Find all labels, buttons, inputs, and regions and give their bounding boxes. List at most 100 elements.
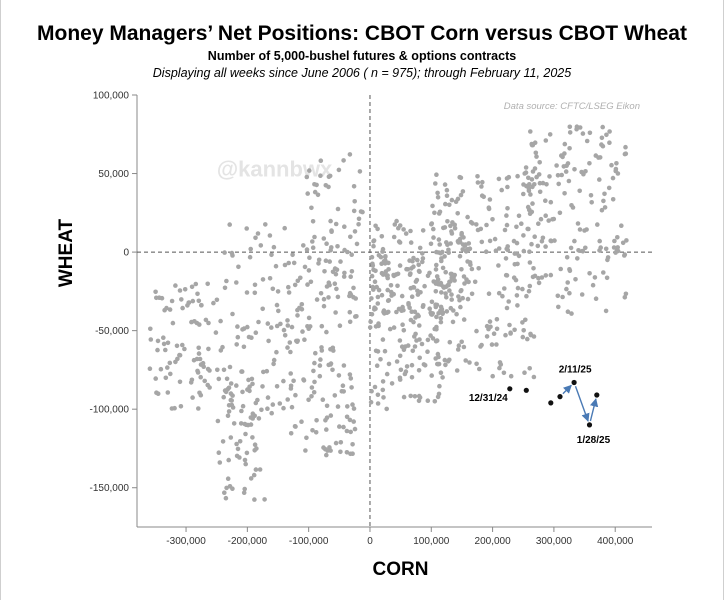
- scatter-point: [525, 336, 530, 342]
- scatter-point: [224, 485, 229, 491]
- scatter-point: [352, 229, 358, 234]
- scatter-point: [246, 334, 252, 340]
- scatter-point: [569, 311, 574, 316]
- scatter-point: [312, 234, 317, 240]
- scatter-point: [526, 288, 532, 294]
- scatter-point: [420, 251, 425, 256]
- scatter-point: [603, 246, 609, 252]
- scatter-point: [286, 284, 291, 290]
- scatter-point: [265, 395, 271, 400]
- scatter-point: [444, 193, 450, 198]
- scatter-point: [313, 430, 319, 435]
- scatter-point: [396, 239, 402, 244]
- scatter-point: [584, 227, 589, 232]
- scatter-point: [338, 449, 343, 455]
- scatter-point: [372, 279, 378, 285]
- scatter-point: [472, 279, 478, 285]
- scatter-point: [441, 225, 446, 231]
- scatter-point: [556, 181, 561, 187]
- scatter-point: [333, 271, 339, 277]
- scatter-point: [327, 173, 333, 179]
- scatter-point: [572, 167, 577, 172]
- scatter-point: [265, 321, 271, 326]
- scatter-point: [170, 320, 176, 326]
- scatter-point: [312, 360, 317, 366]
- scatter-point: [227, 222, 232, 227]
- scatter-point: [563, 169, 569, 174]
- scatter-point: [173, 359, 178, 365]
- scatter-point: [386, 309, 391, 315]
- scatter-point: [456, 343, 462, 348]
- scatter-point: [606, 185, 612, 191]
- scatter-point: [253, 235, 258, 241]
- scatter-point: [324, 329, 329, 335]
- scatter-point: [505, 244, 511, 249]
- scatter-point: [469, 266, 475, 272]
- scatter-point: [433, 267, 439, 272]
- scatter-point: [252, 442, 258, 448]
- scatter-point: [487, 197, 493, 202]
- scatter-point: [514, 224, 519, 230]
- scatter-point: [306, 397, 311, 403]
- scatter-point: [611, 245, 617, 250]
- scatter-point: [490, 373, 496, 379]
- scatter-point: [332, 281, 338, 287]
- scatter-point: [537, 160, 542, 165]
- x-tick-label: 400,000: [597, 536, 634, 547]
- scatter-point: [527, 283, 533, 289]
- scatter-point: [432, 210, 437, 216]
- scatter-point: [412, 334, 417, 339]
- scatter-point: [301, 378, 307, 383]
- scatter-point: [351, 184, 357, 189]
- scatter-point: [299, 302, 305, 307]
- scatter-point: [460, 189, 466, 194]
- scatter-point: [567, 290, 572, 296]
- scatter-point: [348, 234, 353, 240]
- scatter-point: [309, 394, 314, 399]
- scatter-point: [445, 282, 451, 288]
- scatter-point: [413, 279, 419, 284]
- scatter-point: [547, 174, 552, 179]
- scatter-point: [397, 263, 403, 268]
- scatter-point: [307, 255, 312, 260]
- scatter-point: [329, 229, 334, 234]
- scatter-point: [285, 345, 290, 350]
- scatter-point: [597, 177, 602, 182]
- scatter-point: [234, 383, 239, 388]
- scatter-point: [622, 253, 627, 258]
- scatter-point: [213, 330, 219, 335]
- scatter-point: [543, 273, 549, 278]
- scatter-point: [601, 198, 606, 204]
- scatter-point: [430, 203, 435, 209]
- scatter-point: [348, 429, 354, 435]
- scatter-point: [445, 219, 450, 224]
- scatter-point: [258, 243, 264, 248]
- scatter-point: [196, 351, 202, 356]
- scatter-point: [575, 221, 581, 226]
- scatter-point: [384, 406, 390, 412]
- scatter-point: [341, 424, 346, 430]
- scatter-point: [250, 381, 255, 387]
- scatter-point: [262, 497, 267, 502]
- scatter-point: [282, 262, 288, 268]
- scatter-point: [375, 401, 381, 406]
- scatter-point: [306, 268, 312, 273]
- scatter-point: [271, 361, 276, 367]
- scatter-point: [556, 304, 561, 310]
- scatter-point: [321, 236, 327, 241]
- highlight-point: [571, 379, 577, 386]
- scatter-point: [452, 222, 458, 228]
- scatter-point: [489, 342, 495, 347]
- scatter-point: [402, 371, 408, 377]
- scatter-point: [437, 383, 442, 389]
- scatter-point: [568, 245, 574, 251]
- scatter-point: [340, 383, 346, 389]
- scatter-point: [449, 197, 455, 203]
- scatter-point: [197, 390, 202, 396]
- scatter-point: [435, 277, 441, 282]
- scatter-point: [435, 361, 440, 367]
- scatter-point: [478, 344, 483, 349]
- y-tick-label: -50,000: [95, 326, 129, 337]
- scatter-point: [196, 406, 201, 411]
- scatter-point: [431, 235, 436, 240]
